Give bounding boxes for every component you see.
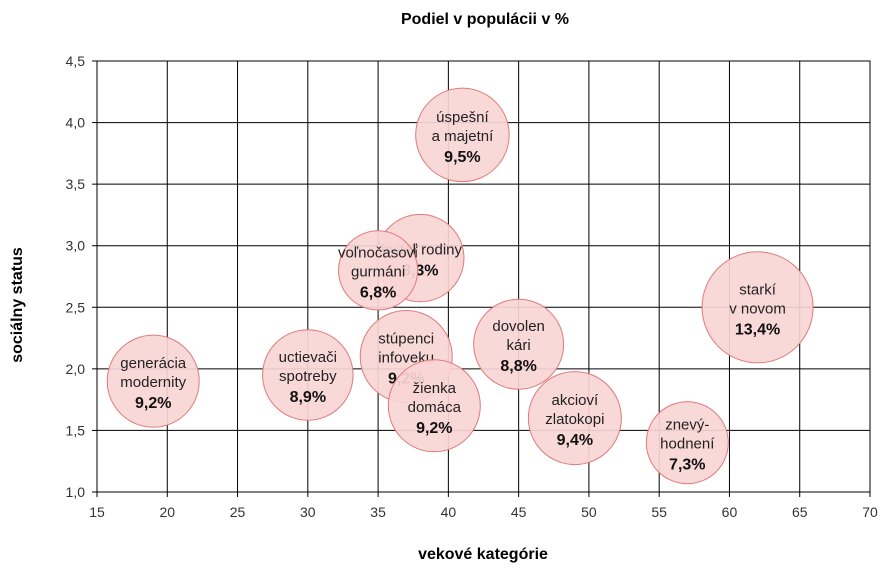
x-tick-label: 35 [370,504,386,520]
bubble-circle [415,87,510,183]
bubble-circle [645,401,729,485]
x-tick-label: 25 [230,504,246,520]
bubble-label: voľnočasoví [338,244,419,261]
bubble-value-label: 6,8% [360,284,396,301]
bubble: voľnočasoví gurmáni 6,8% [338,230,419,311]
bubble-circle [262,329,354,421]
bubble-circle [338,230,419,311]
bubble-label: a majetní [432,128,495,145]
bubble-value-label: 9,2% [416,420,452,437]
x-tick-label: 50 [581,504,597,520]
bubble-circle [387,359,481,453]
bubble-label: zlatokopi [545,411,604,428]
bubble-label: v novom [729,300,786,317]
bubble-value-label: 8,8% [500,358,536,375]
bubble-label: generácia [120,355,187,372]
bubble: uctievači spotreby 8,9% [262,329,354,421]
bubble-circle [527,371,622,466]
y-tick-label: 3,5 [66,176,86,192]
bubble-label: gurmáni [351,263,405,280]
axis-ticks: 15 20 25 30 35 40 45 50 55 60 65 70 1,0 1,5 2,0 2,5 3,0 3… [66,53,878,520]
bubble: úspešní a majetní 9,5% [415,87,510,183]
y-tick-label: 1,5 [66,422,86,438]
bubble-value-label: 9,4% [557,432,593,449]
bubble-circle [701,251,814,364]
y-tick-label: 2,5 [66,299,86,315]
bubble-label: starkí [739,281,777,298]
bubble: generácia modernity 9,2% [106,334,200,428]
y-axis-label: sociálny status [9,247,26,363]
bubble-label: hodnení [660,436,715,453]
x-tick-label: 60 [722,504,738,520]
bubble-label: uctievači [279,349,337,366]
x-tick-label: 15 [89,504,105,520]
x-tick-label: 70 [862,504,878,520]
x-tick-label: 45 [511,504,527,520]
bubble-label: akcioví [552,392,600,409]
bubble: žienka domáca 9,2% [387,359,481,453]
bubble-label: žienka [413,380,457,397]
y-tick-label: 4,0 [66,115,86,131]
x-tick-label: 55 [651,504,667,520]
y-tick-label: 1,0 [66,484,86,500]
x-tick-label: 20 [159,504,175,520]
bubble-value-label: 9,2% [135,395,171,412]
bubble-label: modernity [120,374,186,391]
bubble-value-label: 7,3% [669,457,705,474]
x-tick-label: 65 [792,504,808,520]
plot-area-frame [96,60,871,493]
x-tick-label: 30 [300,504,316,520]
bubble: dovolen kári 8,8% [473,298,565,390]
bubble-label: kári [507,337,531,354]
bubble-label: znevý- [665,417,709,434]
bubble: akcioví zlatokopi 9,4% [527,371,622,466]
bubble-value-label: 9,5% [444,149,480,166]
y-tick-label: 2,0 [66,361,86,377]
bubble-circle [106,334,200,428]
bubble: starkí v novom 13,4% [701,251,814,364]
x-axis-label: vekové kategórie [418,546,548,563]
bubble-label: spotreby [279,368,337,385]
bubble-label: domáca [408,399,462,416]
bubble: znevý-hodnení 7,3% [645,401,729,485]
bubble-circle [473,298,565,390]
bubble-value-label: 8,9% [290,389,326,406]
y-tick-label: 3,0 [66,238,86,254]
bubble-label: stúpenci [378,331,434,348]
chart-title: Podiel v populácii v % [401,11,569,28]
bubble-value-label: 13,4% [735,321,780,338]
y-tick-label: 4,5 [66,53,86,69]
bubble-label: dovolen [492,318,545,335]
x-tick-label: 40 [441,504,457,520]
bubble-label: úspešní [436,109,489,126]
